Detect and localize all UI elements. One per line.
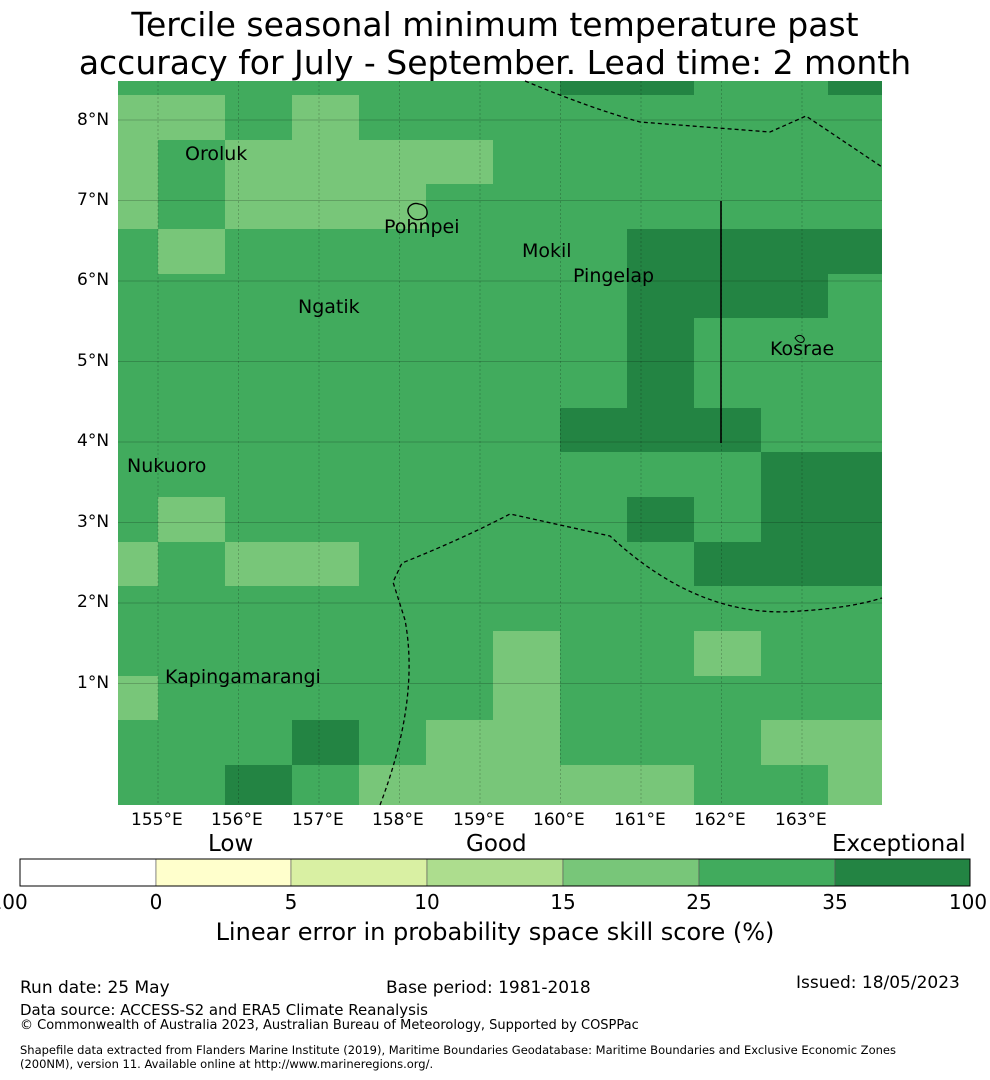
shapefile-credit-line-1: Shapefile data extracted from Flanders M… <box>20 1043 896 1057</box>
lon-label-160e: 160°E <box>533 810 585 830</box>
title-line-1: Tercile seasonal minimum temperature pas… <box>131 5 859 44</box>
colorbar-segment <box>834 858 971 887</box>
skill-cell <box>694 631 761 676</box>
place-label-kosrae: Kosrae <box>770 338 835 360</box>
lat-label-4n: 4°N <box>77 431 110 451</box>
place-label-pingelap: Pingelap <box>573 265 655 287</box>
place-label-pohnpei: Pohnpei <box>384 216 460 238</box>
colorbar-segment <box>155 858 292 887</box>
lon-label-158e: 158°E <box>372 810 424 830</box>
colorbar-category-good: Good <box>466 831 527 857</box>
place-label-nukuoro: Nukuoro <box>127 455 207 477</box>
colorbar-segment <box>290 858 428 887</box>
skill-cell <box>118 140 158 229</box>
colorbar-frame <box>19 858 971 887</box>
colorbar-tick-minus100: -100 <box>0 890 28 914</box>
colorbar-tick-5: 5 <box>284 890 298 914</box>
lon-label-162e: 162°E <box>694 810 746 830</box>
data-source: Data source: ACCESS-S2 and ERA5 Climate … <box>20 1001 428 1019</box>
place-label-kapingamarangi: Kapingamarangi <box>165 666 321 688</box>
skill-cell <box>118 542 158 586</box>
colorbar-tick-15: 15 <box>550 890 576 914</box>
colorbar-category-exceptional: Exceptional <box>832 831 966 857</box>
skill-cell <box>292 140 359 229</box>
skill-cell <box>158 229 225 274</box>
chart-title: Tercile seasonal minimum temperature pas… <box>0 6 990 82</box>
skill-cell <box>694 542 882 586</box>
skill-grid <box>118 81 882 805</box>
skill-cell <box>627 274 828 318</box>
lat-label-7n: 7°N <box>77 190 110 210</box>
eez-boundary-south <box>379 513 883 806</box>
lat-label-1n: 1°N <box>77 673 110 693</box>
eez-boundaries <box>379 80 883 806</box>
lon-label-161e: 161°E <box>614 810 666 830</box>
island-outlines <box>407 202 805 343</box>
skill-cell <box>560 81 694 95</box>
lon-label-156e: 156°E <box>211 810 263 830</box>
colorbar-tick-100: 100 <box>948 890 988 914</box>
skill-cell <box>627 497 694 542</box>
skill-cell <box>426 720 493 765</box>
skill-cell <box>627 765 694 805</box>
lon-label-159e: 159°E <box>453 810 505 830</box>
skill-cell <box>292 95 359 140</box>
skill-cell <box>761 720 882 765</box>
title-line-2: accuracy for July - September. Lead time… <box>78 43 912 82</box>
copyright: © Commonwealth of Australia 2023, Austra… <box>20 1018 639 1033</box>
colorbar-tick-35: 35 <box>822 890 848 914</box>
skill-cell <box>118 95 225 140</box>
place-label-ngatik: Ngatik <box>298 296 360 318</box>
colorbar-segment <box>426 858 564 887</box>
shapefile-credit-line-2: (200NM), version 11. Available online at… <box>20 1057 434 1071</box>
skill-cell <box>118 676 158 720</box>
lon-label-163e: 163°E <box>775 810 827 830</box>
colorbar-tick-25: 25 <box>686 890 712 914</box>
map-gridlines <box>118 81 882 805</box>
skill-cell <box>761 497 882 542</box>
kosrae-outline <box>794 334 805 343</box>
skill-cell <box>828 81 882 95</box>
skill-cell <box>158 497 225 542</box>
colorbar-segment <box>562 858 700 887</box>
lat-label-2n: 2°N <box>77 592 110 612</box>
skill-cell <box>560 408 761 452</box>
skill-cell <box>292 720 359 765</box>
colorbar-tick-0: 0 <box>149 890 163 914</box>
colorbar-segment <box>19 858 157 887</box>
colorbar-category-low: Low <box>208 831 254 857</box>
colorbar-label: Linear error in probability space skill … <box>215 918 775 946</box>
colorbar <box>19 858 971 887</box>
lat-label-3n: 3°N <box>77 512 110 532</box>
colorbar-segment <box>698 858 836 887</box>
lat-label-5n: 5°N <box>77 351 110 371</box>
pohnpei-outline <box>407 202 428 221</box>
skill-cell <box>627 229 882 274</box>
run-date: Run date: 25 May <box>20 978 170 998</box>
eez-boundary-north <box>524 80 883 168</box>
place-label-oroluk: Oroluk <box>185 143 248 165</box>
skill-cell <box>225 765 292 805</box>
skill-cell <box>761 452 882 497</box>
lon-label-157e: 157°E <box>292 810 344 830</box>
skill-cell <box>225 542 359 586</box>
issued-date: Issued: 18/05/2023 <box>796 973 960 993</box>
lat-label-8n: 8°N <box>77 110 110 130</box>
skill-cell <box>560 765 627 805</box>
lon-label-155e: 155°E <box>131 810 183 830</box>
lat-label-6n: 6°N <box>77 270 110 290</box>
skill-cell <box>828 765 882 805</box>
colorbar-tick-10: 10 <box>414 890 440 914</box>
base-period: Base period: 1981-2018 <box>386 978 591 998</box>
place-label-mokil: Mokil <box>522 240 572 262</box>
skill-cell <box>627 318 694 408</box>
